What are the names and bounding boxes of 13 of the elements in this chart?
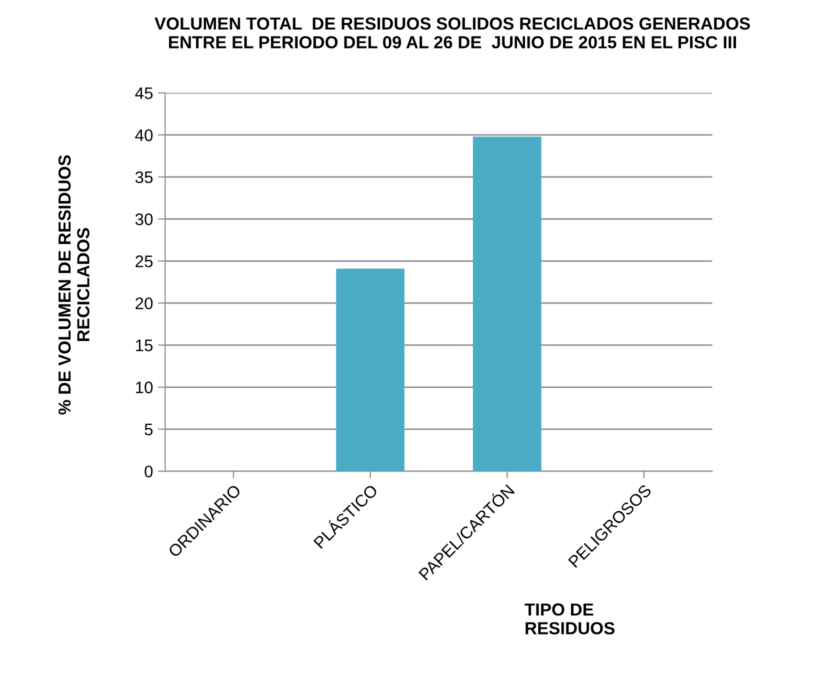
y-tick-label: 5 bbox=[144, 424, 153, 436]
y-tick-label: 30 bbox=[135, 213, 153, 226]
chart-title: VOLUMEN TOTAL DE RESIDUOS SOLIDOS RECICLADOS GENERADOS ENTRE EL PERIODO DEL 09 AL 26 DE JUNIO DE 2015 EN EL PISC III bbox=[154, 17, 750, 48]
y-tick-label: 15 bbox=[136, 340, 153, 352]
y-tick-label: 20 bbox=[136, 297, 153, 310]
x-axis-title: TIPO DE RESIDUOS bbox=[524, 603, 614, 634]
y-axis-title: % DE VOLUMEN DE RESIDUOS RECICLADOS bbox=[58, 155, 90, 415]
y-tick-label: 0 bbox=[144, 466, 153, 478]
y-tick-label: 35 bbox=[135, 171, 153, 184]
y-tick-label: 40 bbox=[135, 129, 153, 142]
y-tick-label: 10 bbox=[136, 382, 153, 394]
y-tick-label: 25 bbox=[136, 255, 153, 268]
y-tick-label: 45 bbox=[135, 87, 153, 100]
